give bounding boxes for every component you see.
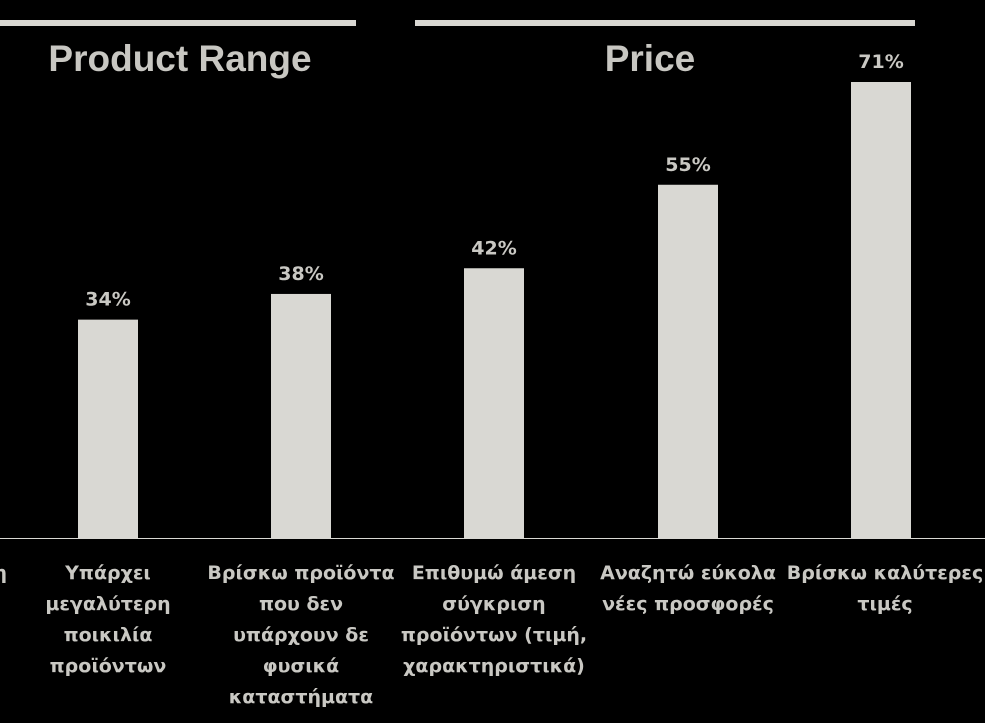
data-label-3: 42%: [471, 237, 516, 259]
bar-4: [658, 184, 718, 538]
category-label-5: Βρίσκω καλύτερες τιμές: [786, 562, 984, 615]
data-label-1: 34%: [85, 289, 130, 311]
data-label-4: 55%: [665, 154, 710, 176]
category-label-1: Υπάρχει μεγαλύτερη ποικιλία προϊόντων: [45, 562, 171, 677]
price-group-line: [415, 20, 915, 26]
product-range-group-line: [0, 20, 356, 26]
bar-2: [271, 293, 331, 538]
data-label-5: 71%: [858, 51, 903, 73]
price-group-title: Price: [604, 38, 696, 79]
data-label-2: 38%: [278, 263, 323, 285]
category-label-4: Αναζητώ εύκολα νέες προσφορές: [600, 562, 776, 615]
bar-5: [851, 82, 911, 538]
bar-1: [78, 319, 138, 538]
category-label-0: η: [0, 562, 7, 584]
product-range-group-title: Product Range: [48, 38, 312, 79]
bar-3: [464, 268, 524, 538]
category-label-2: Βρίσκω προϊόντα που δεν υπάρχουν δε φυσι…: [207, 562, 395, 708]
category-label-3: Επιθυμώ άμεση σύγκριση προϊόντων (τιμή, …: [400, 562, 588, 677]
